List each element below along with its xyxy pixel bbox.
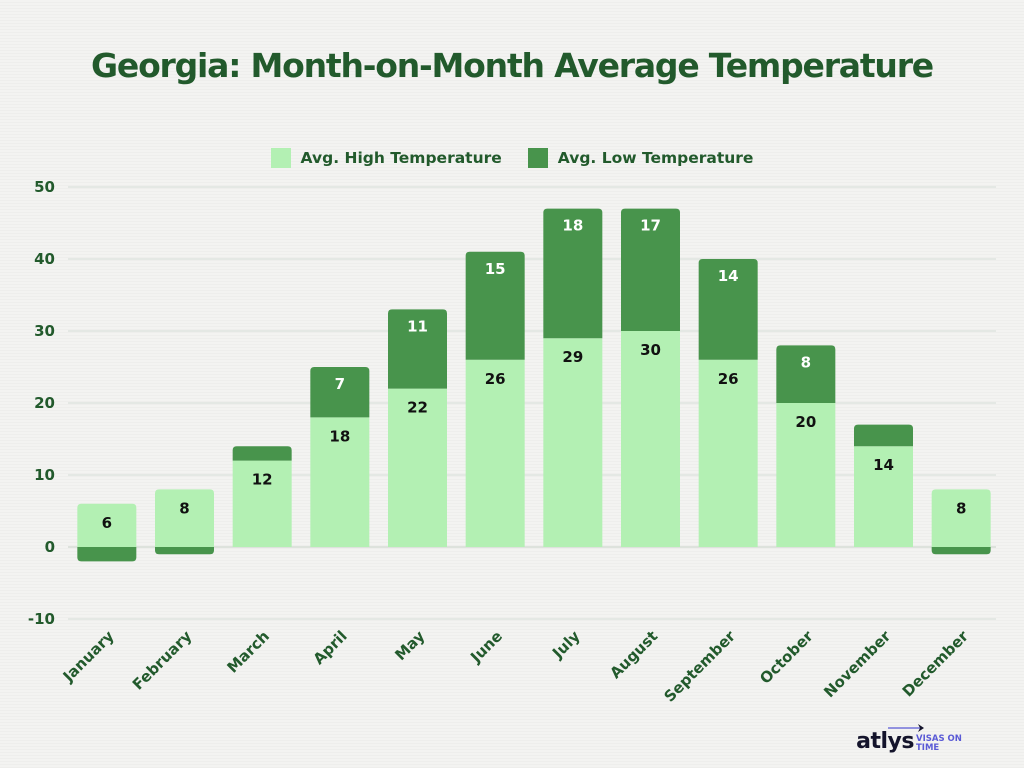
x-tick-label: July [548,627,584,663]
bar-high-may [388,388,447,547]
data-label-high: 8 [956,499,966,517]
x-tick-label: April [310,627,351,668]
bar-low-november [854,424,913,447]
bar-low-may [388,309,447,389]
bar-low-april [310,367,370,418]
bar-low-july [543,208,603,339]
bar-low-august [621,208,680,331]
brand-name: atlys [856,729,914,754]
bar-high-september [698,359,758,547]
y-tick-label: -10 [28,610,55,628]
data-label-high: 29 [562,348,583,366]
y-tick-label: 50 [34,178,55,196]
x-tick-label: October [756,627,817,688]
bar-high-june [465,359,525,547]
bar-low-february [155,547,214,555]
bar-high-november [854,446,913,547]
data-label-low: 7 [335,375,345,393]
data-label-high: 22 [407,399,428,417]
bar-low-march [232,446,292,461]
legend-swatch-high [270,148,291,168]
bar-high-february [155,489,214,547]
data-label-high: 12 [252,471,273,489]
data-label-high: 26 [718,370,739,388]
x-tick-label: September [661,627,740,706]
bars [77,208,991,562]
x-tick-label: August [606,627,661,682]
bar-low-june [465,251,525,360]
bar-low-january [77,547,137,562]
bar-high-december [931,489,991,547]
legend-label-low: Avg. Low Temperature [557,149,754,167]
bar-high-october [776,403,836,547]
data-label-high: 14 [873,456,894,474]
legend-item-high: Avg. High Temperature [270,148,502,168]
x-tick-label: January [59,627,118,686]
x-axis: January February March April May June July Augu… [59,627,973,706]
brand-logo: atlys VISAS ON TIME [856,724,972,754]
y-axis: 50 40 30 20 10 0 -10 [28,178,55,628]
x-tick-label: February [129,627,196,694]
airplane-icon [888,724,924,732]
data-label-low: 18 [562,217,583,235]
data-label-low: 14 [718,267,739,285]
y-tick-label: 10 [34,466,55,484]
bar-high-january [77,503,137,547]
x-tick-label: June [466,627,506,667]
data-label-high: 20 [795,413,816,431]
legend-label-high: Avg. High Temperature [300,149,502,167]
y-tick-label: 20 [34,394,55,412]
x-tick-label: December [899,627,973,701]
data-label-high: 26 [485,370,506,388]
legend-item-low: Avg. Low Temperature [527,148,754,168]
data-label-high: 8 [179,499,189,517]
x-tick-label: March [223,627,273,677]
legend-swatch-low [527,148,548,168]
bar-high-april [310,417,370,547]
data-label-high: 18 [329,427,350,445]
gridlines [68,186,996,620]
x-tick-label: May [391,627,428,664]
y-tick-label: 0 [45,538,55,556]
bar-low-october [776,345,836,403]
chart-title: Georgia: Month-on-Month Average Temperat… [91,46,934,85]
bar-low-december [931,547,991,555]
bar-high-march [232,460,292,547]
data-labels: 6 8 12 18 7 22 11 26 15 29 18 30 17 26 14 20 8 14 8 [102,217,967,532]
data-label-low: 11 [407,317,428,335]
data-label-high: 30 [640,341,661,359]
data-label-low: 17 [640,217,661,235]
bar-high-august [621,331,680,547]
data-label-low: 15 [485,260,506,278]
legend: Avg. High Temperature Avg. Low Temperatu… [0,148,1024,168]
data-label-high: 6 [102,514,112,532]
y-tick-label: 40 [34,250,55,268]
bar-low-september [698,259,758,360]
data-label-low: 8 [801,353,811,371]
y-tick-label: 30 [34,322,55,340]
x-tick-label: November [820,627,894,701]
bar-high-july [543,338,603,547]
brand-tagline: VISAS ON TIME [916,733,962,753]
